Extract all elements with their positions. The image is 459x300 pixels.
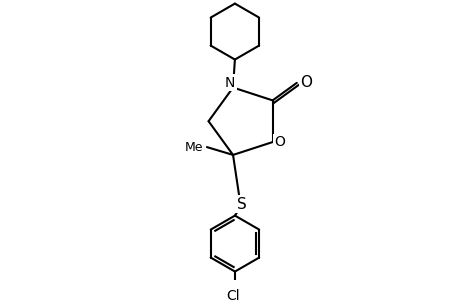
Text: N: N [224,76,235,90]
Text: O: O [274,135,285,149]
Text: O: O [299,75,312,90]
Text: S: S [236,197,246,212]
Text: Me: Me [185,141,203,154]
Text: Cl: Cl [226,289,240,300]
